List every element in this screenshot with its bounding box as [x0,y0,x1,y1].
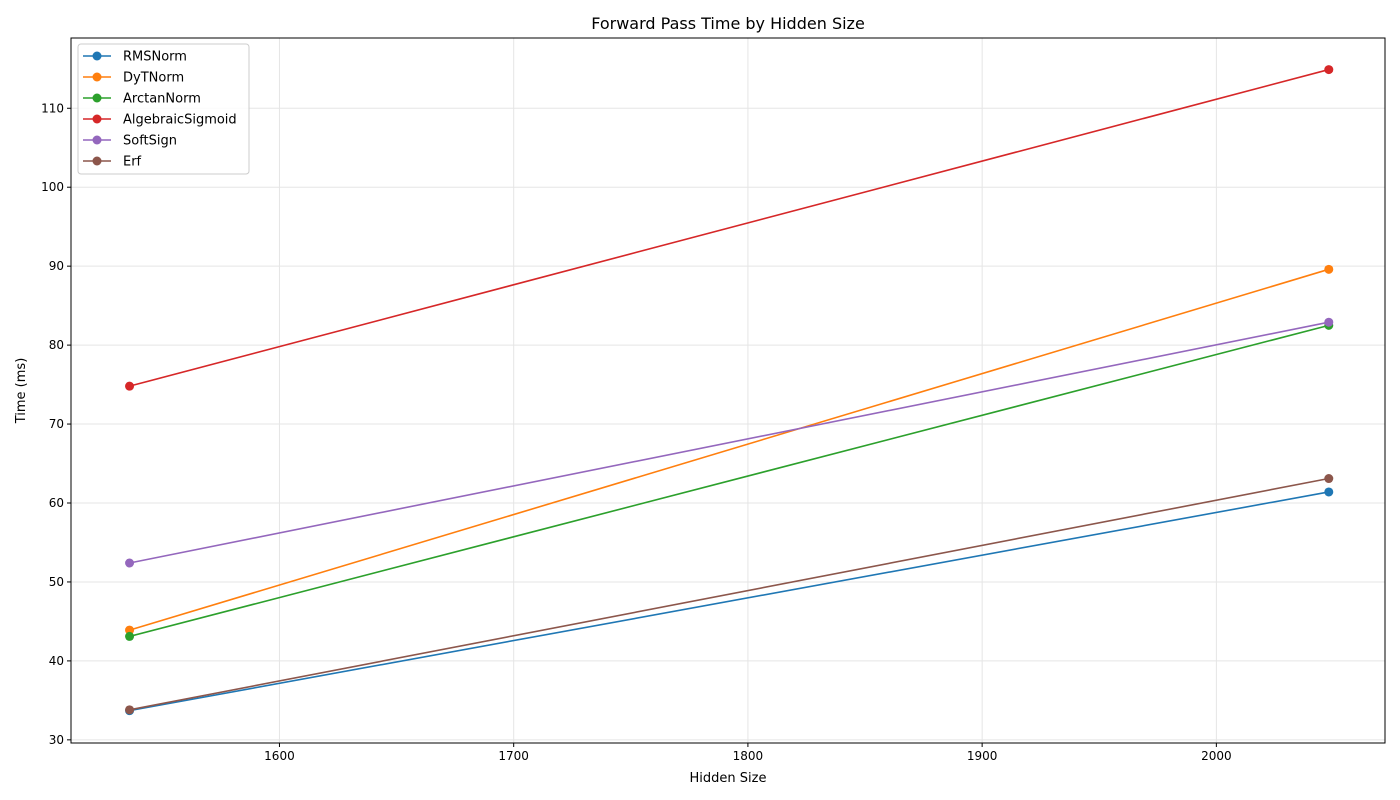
y-axis: 30 40 50 60 70 80 90 100 110 [41,101,71,747]
data-point [125,558,135,568]
legend-marker [92,114,102,124]
series-line [129,324,1329,638]
data-point [1324,264,1334,274]
legend-label: DyTNorm [123,71,184,86]
series-algebraicsigmoid [125,65,1334,391]
legend-label: AlgebraicSigmoid [123,113,237,128]
y-tick-label: 110 [41,101,64,115]
legend-item: AlgebraicSigmoid [83,113,237,128]
legend-marker [92,72,102,82]
series-softsign [125,317,1334,568]
y-tick-label: 80 [49,338,64,352]
series-line [129,268,1330,631]
data-point [125,705,135,715]
y-tick-label: 70 [49,417,64,431]
legend-item: ArctanNorm [83,92,201,107]
legend-item: SoftSign [83,134,177,149]
legend-marker [92,156,102,166]
legend-label: ArctanNorm [123,92,201,107]
data-point [1324,65,1334,75]
x-tick-label: 1900 [967,749,998,763]
x-axis: 1600 1700 1800 1900 2000 [264,743,1232,763]
series-layer [125,65,1334,716]
plot-frame [70,37,1386,744]
legend: RMSNorm DyTNorm ArctanNorm AlgebraicSigmoid… [77,43,250,175]
data-point [1324,474,1334,484]
series-line [129,477,1329,711]
data-point [125,381,135,391]
series-line [129,68,1329,387]
y-tick-label: 40 [49,654,64,668]
x-tick-label: 2000 [1201,749,1232,763]
series-line [129,321,1329,564]
y-axis-label: Time (ms) [14,358,29,425]
chart-title: Forward Pass Time by Hidden Size [591,14,865,33]
y-tick-label: 100 [41,180,64,194]
y-tick-label: 30 [49,733,64,747]
x-tick-label: 1800 [733,749,764,763]
data-point [125,625,135,635]
legend-label: Erf [123,155,142,170]
y-tick-label: 50 [49,575,64,589]
legend-item: DyTNorm [83,71,184,86]
x-axis-label: Hidden Size [690,771,767,786]
series-erf [125,474,1334,715]
legend-marker [92,93,102,103]
legend-marker [92,135,102,145]
legend-item: RMSNorm [83,50,187,65]
series-line [129,491,1329,712]
x-tick-label: 1700 [498,749,529,763]
data-point [1324,317,1334,327]
data-point [1324,487,1334,497]
legend-marker [92,51,102,61]
series-dytnorm [125,264,1334,635]
legend-label: SoftSign [123,134,177,149]
legend-item: Erf [83,155,142,170]
legend-label: RMSNorm [123,50,187,65]
data-point [125,631,135,641]
y-tick-label: 90 [49,259,64,273]
x-tick-label: 1600 [264,749,295,763]
legend-box [77,43,250,175]
y-tick-label: 60 [49,496,64,510]
